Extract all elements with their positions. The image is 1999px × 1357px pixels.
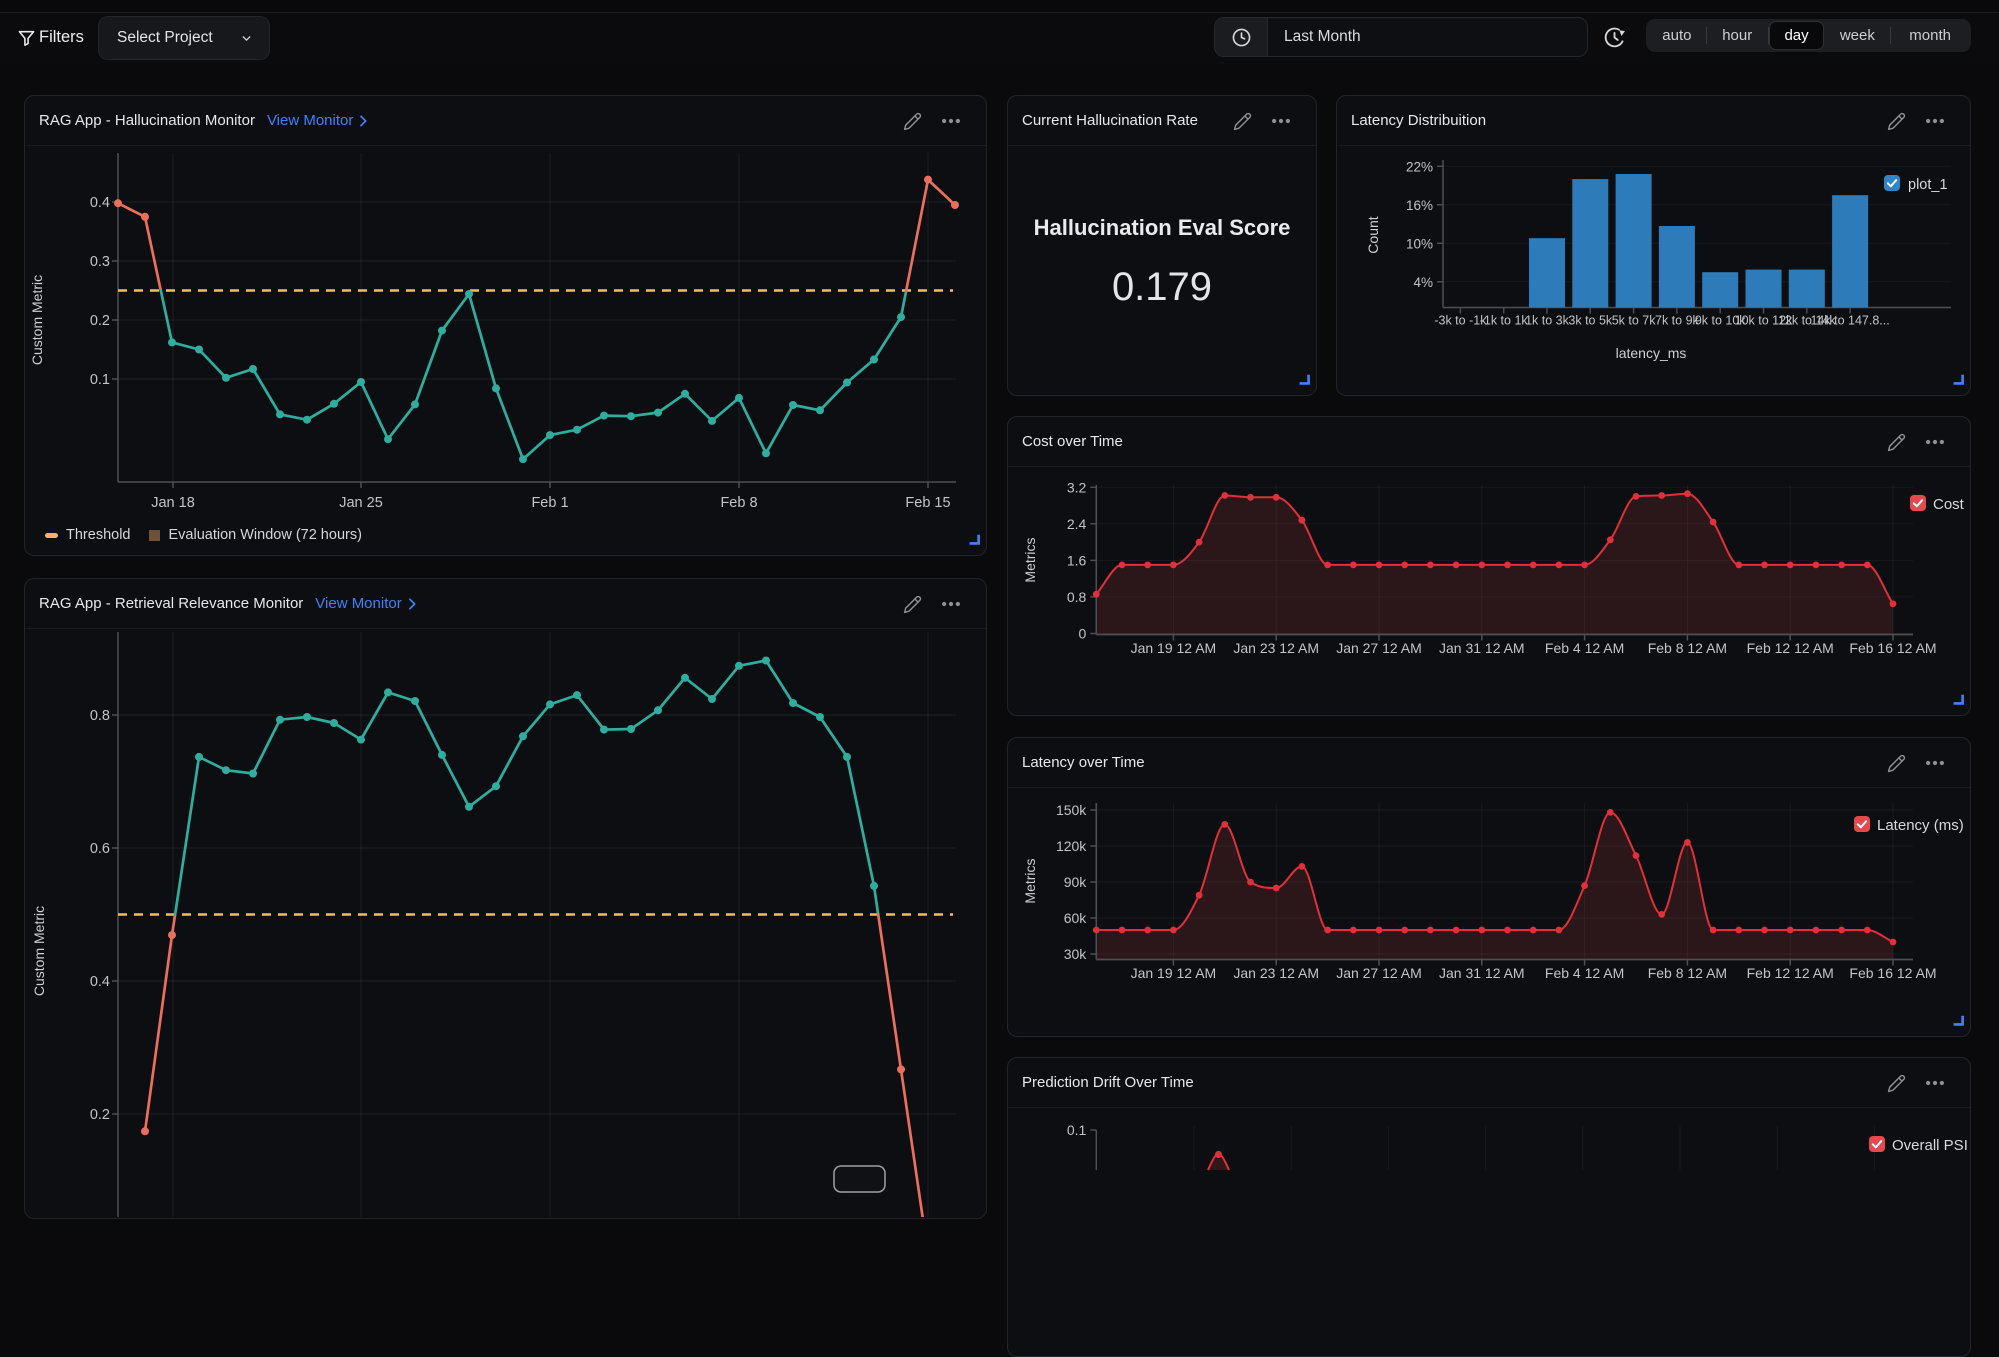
svg-text:Feb 4 12 AM: Feb 4 12 AM: [1545, 640, 1624, 656]
svg-text:Feb 12 12 AM: Feb 12 12 AM: [1747, 965, 1834, 981]
svg-text:0.1: 0.1: [1067, 1122, 1087, 1138]
svg-text:0.3: 0.3: [90, 254, 110, 270]
svg-text:0.6: 0.6: [90, 841, 110, 857]
svg-text:Jan 25: Jan 25: [339, 495, 383, 511]
svg-text:30k: 30k: [1064, 946, 1088, 962]
svg-text:Jan 31 12 AM: Jan 31 12 AM: [1439, 965, 1525, 981]
svg-text:22%: 22%: [1406, 159, 1433, 174]
svg-text:12k to 14k: 12k to 14k: [1778, 314, 1836, 328]
svg-text:3k to 5k: 3k to 5k: [1568, 314, 1613, 328]
svg-text:150k: 150k: [1056, 802, 1087, 818]
svg-text:Feb 8 12 AM: Feb 8 12 AM: [1648, 640, 1727, 656]
svg-text:Metrics: Metrics: [1022, 537, 1038, 582]
svg-text:Feb 8 12 AM: Feb 8 12 AM: [1648, 965, 1727, 981]
svg-text:Jan 23 12 AM: Jan 23 12 AM: [1233, 640, 1319, 656]
svg-text:2.4: 2.4: [1067, 516, 1087, 532]
svg-text:Feb 1: Feb 1: [531, 495, 568, 511]
svg-text:14k to 147.8...: 14k to 147.8...: [1810, 314, 1889, 328]
svg-text:Feb 15: Feb 15: [905, 495, 950, 511]
svg-text:Metrics: Metrics: [1022, 858, 1038, 903]
svg-text:plot_1: plot_1: [1908, 177, 1948, 193]
svg-text:0.1: 0.1: [90, 372, 110, 388]
svg-text:10%: 10%: [1406, 236, 1433, 251]
svg-text:Count: Count: [1365, 216, 1381, 253]
svg-text:7k to 9k: 7k to 9k: [1655, 314, 1700, 328]
svg-text:Feb 16 12 AM: Feb 16 12 AM: [1849, 640, 1936, 656]
svg-text:Latency (ms): Latency (ms): [1877, 817, 1964, 834]
svg-text:4%: 4%: [1413, 275, 1433, 290]
svg-text:0.2: 0.2: [90, 313, 110, 329]
svg-text:Custom Metric: Custom Metric: [31, 906, 47, 996]
svg-text:90k: 90k: [1064, 874, 1088, 890]
svg-text:10k to 12k: 10k to 12k: [1735, 314, 1793, 328]
svg-text:9k to 10k: 9k to 10k: [1695, 314, 1746, 328]
svg-text:3.2: 3.2: [1067, 479, 1087, 495]
svg-text:60k: 60k: [1064, 910, 1088, 926]
svg-text:-3k to -1k: -3k to -1k: [1434, 314, 1487, 328]
svg-text:latency_ms: latency_ms: [1616, 345, 1687, 361]
svg-text:Feb 4 12 AM: Feb 4 12 AM: [1545, 965, 1624, 981]
svg-text:Jan 18: Jan 18: [151, 495, 195, 511]
svg-text:0.8: 0.8: [1067, 589, 1087, 605]
svg-text:120k: 120k: [1056, 838, 1087, 854]
svg-text:0.2: 0.2: [90, 1107, 110, 1123]
svg-text:Overall PSI: Overall PSI: [1892, 1137, 1968, 1154]
svg-text:Jan 31 12 AM: Jan 31 12 AM: [1439, 640, 1525, 656]
svg-text:5k to 7k: 5k to 7k: [1612, 314, 1657, 328]
svg-text:Feb 12 12 AM: Feb 12 12 AM: [1747, 640, 1834, 656]
svg-text:Jan 19 12 AM: Jan 19 12 AM: [1131, 640, 1217, 656]
svg-text:0.8: 0.8: [90, 708, 110, 724]
svg-text:1k to 3k: 1k to 3k: [1525, 314, 1570, 328]
svg-text:1.6: 1.6: [1067, 552, 1087, 568]
svg-text:-1k to 1k: -1k to 1k: [1480, 314, 1529, 328]
svg-text:Feb 8: Feb 8: [720, 495, 757, 511]
svg-text:0.4: 0.4: [90, 974, 110, 990]
svg-text:16%: 16%: [1406, 198, 1433, 213]
svg-text:Jan 27 12 AM: Jan 27 12 AM: [1336, 640, 1422, 656]
svg-text:Jan 23 12 AM: Jan 23 12 AM: [1233, 965, 1319, 981]
svg-text:0.4: 0.4: [90, 195, 110, 211]
svg-text:Feb 16 12 AM: Feb 16 12 AM: [1849, 965, 1936, 981]
svg-text:Jan 27 12 AM: Jan 27 12 AM: [1336, 965, 1422, 981]
svg-text:Custom Metric: Custom Metric: [29, 275, 45, 365]
svg-text:0: 0: [1079, 626, 1087, 642]
svg-text:Cost: Cost: [1933, 496, 1965, 513]
svg-text:Jan 19 12 AM: Jan 19 12 AM: [1131, 965, 1217, 981]
